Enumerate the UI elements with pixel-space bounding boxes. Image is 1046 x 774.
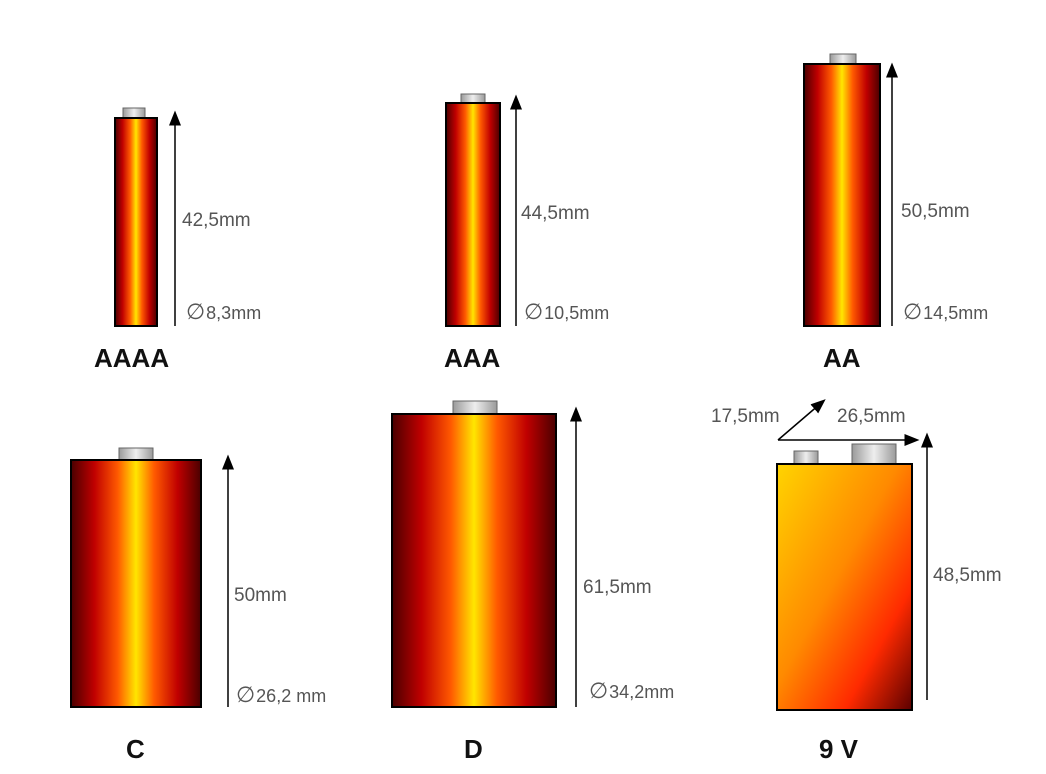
diameter-symbol: ∅ [903, 299, 923, 324]
battery-body [114, 117, 158, 327]
aaa-diameter-label: ∅10,5mm [524, 301, 609, 323]
9v-depth-label: 17,5mm [711, 406, 780, 427]
battery-d [391, 400, 582, 708]
diameter-symbol: ∅ [236, 682, 256, 707]
aa-diameter-value: 14,5mm [923, 303, 989, 323]
aaaa-name-label: AAAA [94, 343, 170, 373]
diameter-symbol: ∅ [186, 299, 206, 324]
aaaa-diameter-value: 8,3mm [206, 303, 262, 323]
c-height-label: 50mm [234, 585, 287, 606]
d-diameter-value: 34,2mm [609, 682, 675, 702]
aaa-diameter-value: 10,5mm [544, 303, 610, 323]
c-name-label: C [126, 734, 145, 764]
d-name-label: D [464, 734, 483, 764]
aaa-height-label: 44,5mm [521, 203, 590, 224]
c-diameter-value: 26,2 mm [256, 686, 327, 706]
c-diameter-label: ∅26,2 mm [236, 684, 326, 706]
battery-aaa [445, 93, 522, 327]
diameter-symbol: ∅ [524, 299, 544, 324]
d-diameter-label: ∅34,2mm [589, 680, 674, 702]
aa-name-label: AA [823, 343, 861, 373]
terminal-cap [118, 447, 154, 461]
battery-aaaa [114, 107, 181, 327]
aa-diameter-label: ∅14,5mm [903, 301, 988, 323]
aaa-name-label: AAA [444, 343, 501, 373]
diameter-symbol: ∅ [589, 678, 609, 703]
terminal-cap [829, 53, 857, 65]
9v-width-label: 26,5mm [837, 406, 906, 427]
depth-arrow [777, 399, 826, 441]
battery-body [445, 102, 501, 327]
battery-9v [776, 399, 933, 711]
battery-body [776, 463, 913, 711]
terminal-cap-large [851, 443, 897, 465]
battery-body [70, 459, 202, 708]
d-height-label: 61,5mm [583, 577, 652, 598]
battery-c [70, 447, 234, 708]
battery-body [391, 413, 557, 708]
terminal-cap [122, 107, 146, 119]
aaaa-height-label: 42,5mm [182, 210, 251, 231]
battery-aa [803, 53, 898, 327]
terminal-cap-small [793, 450, 819, 465]
terminal-cap [452, 400, 498, 415]
battery-body [803, 63, 881, 327]
9v-name-label: 9 V [819, 734, 859, 764]
9v-height-label: 48,5mm [933, 565, 1002, 586]
aa-height-label: 50,5mm [901, 201, 970, 222]
aaaa-diameter-label: ∅8,3mm [186, 301, 261, 323]
